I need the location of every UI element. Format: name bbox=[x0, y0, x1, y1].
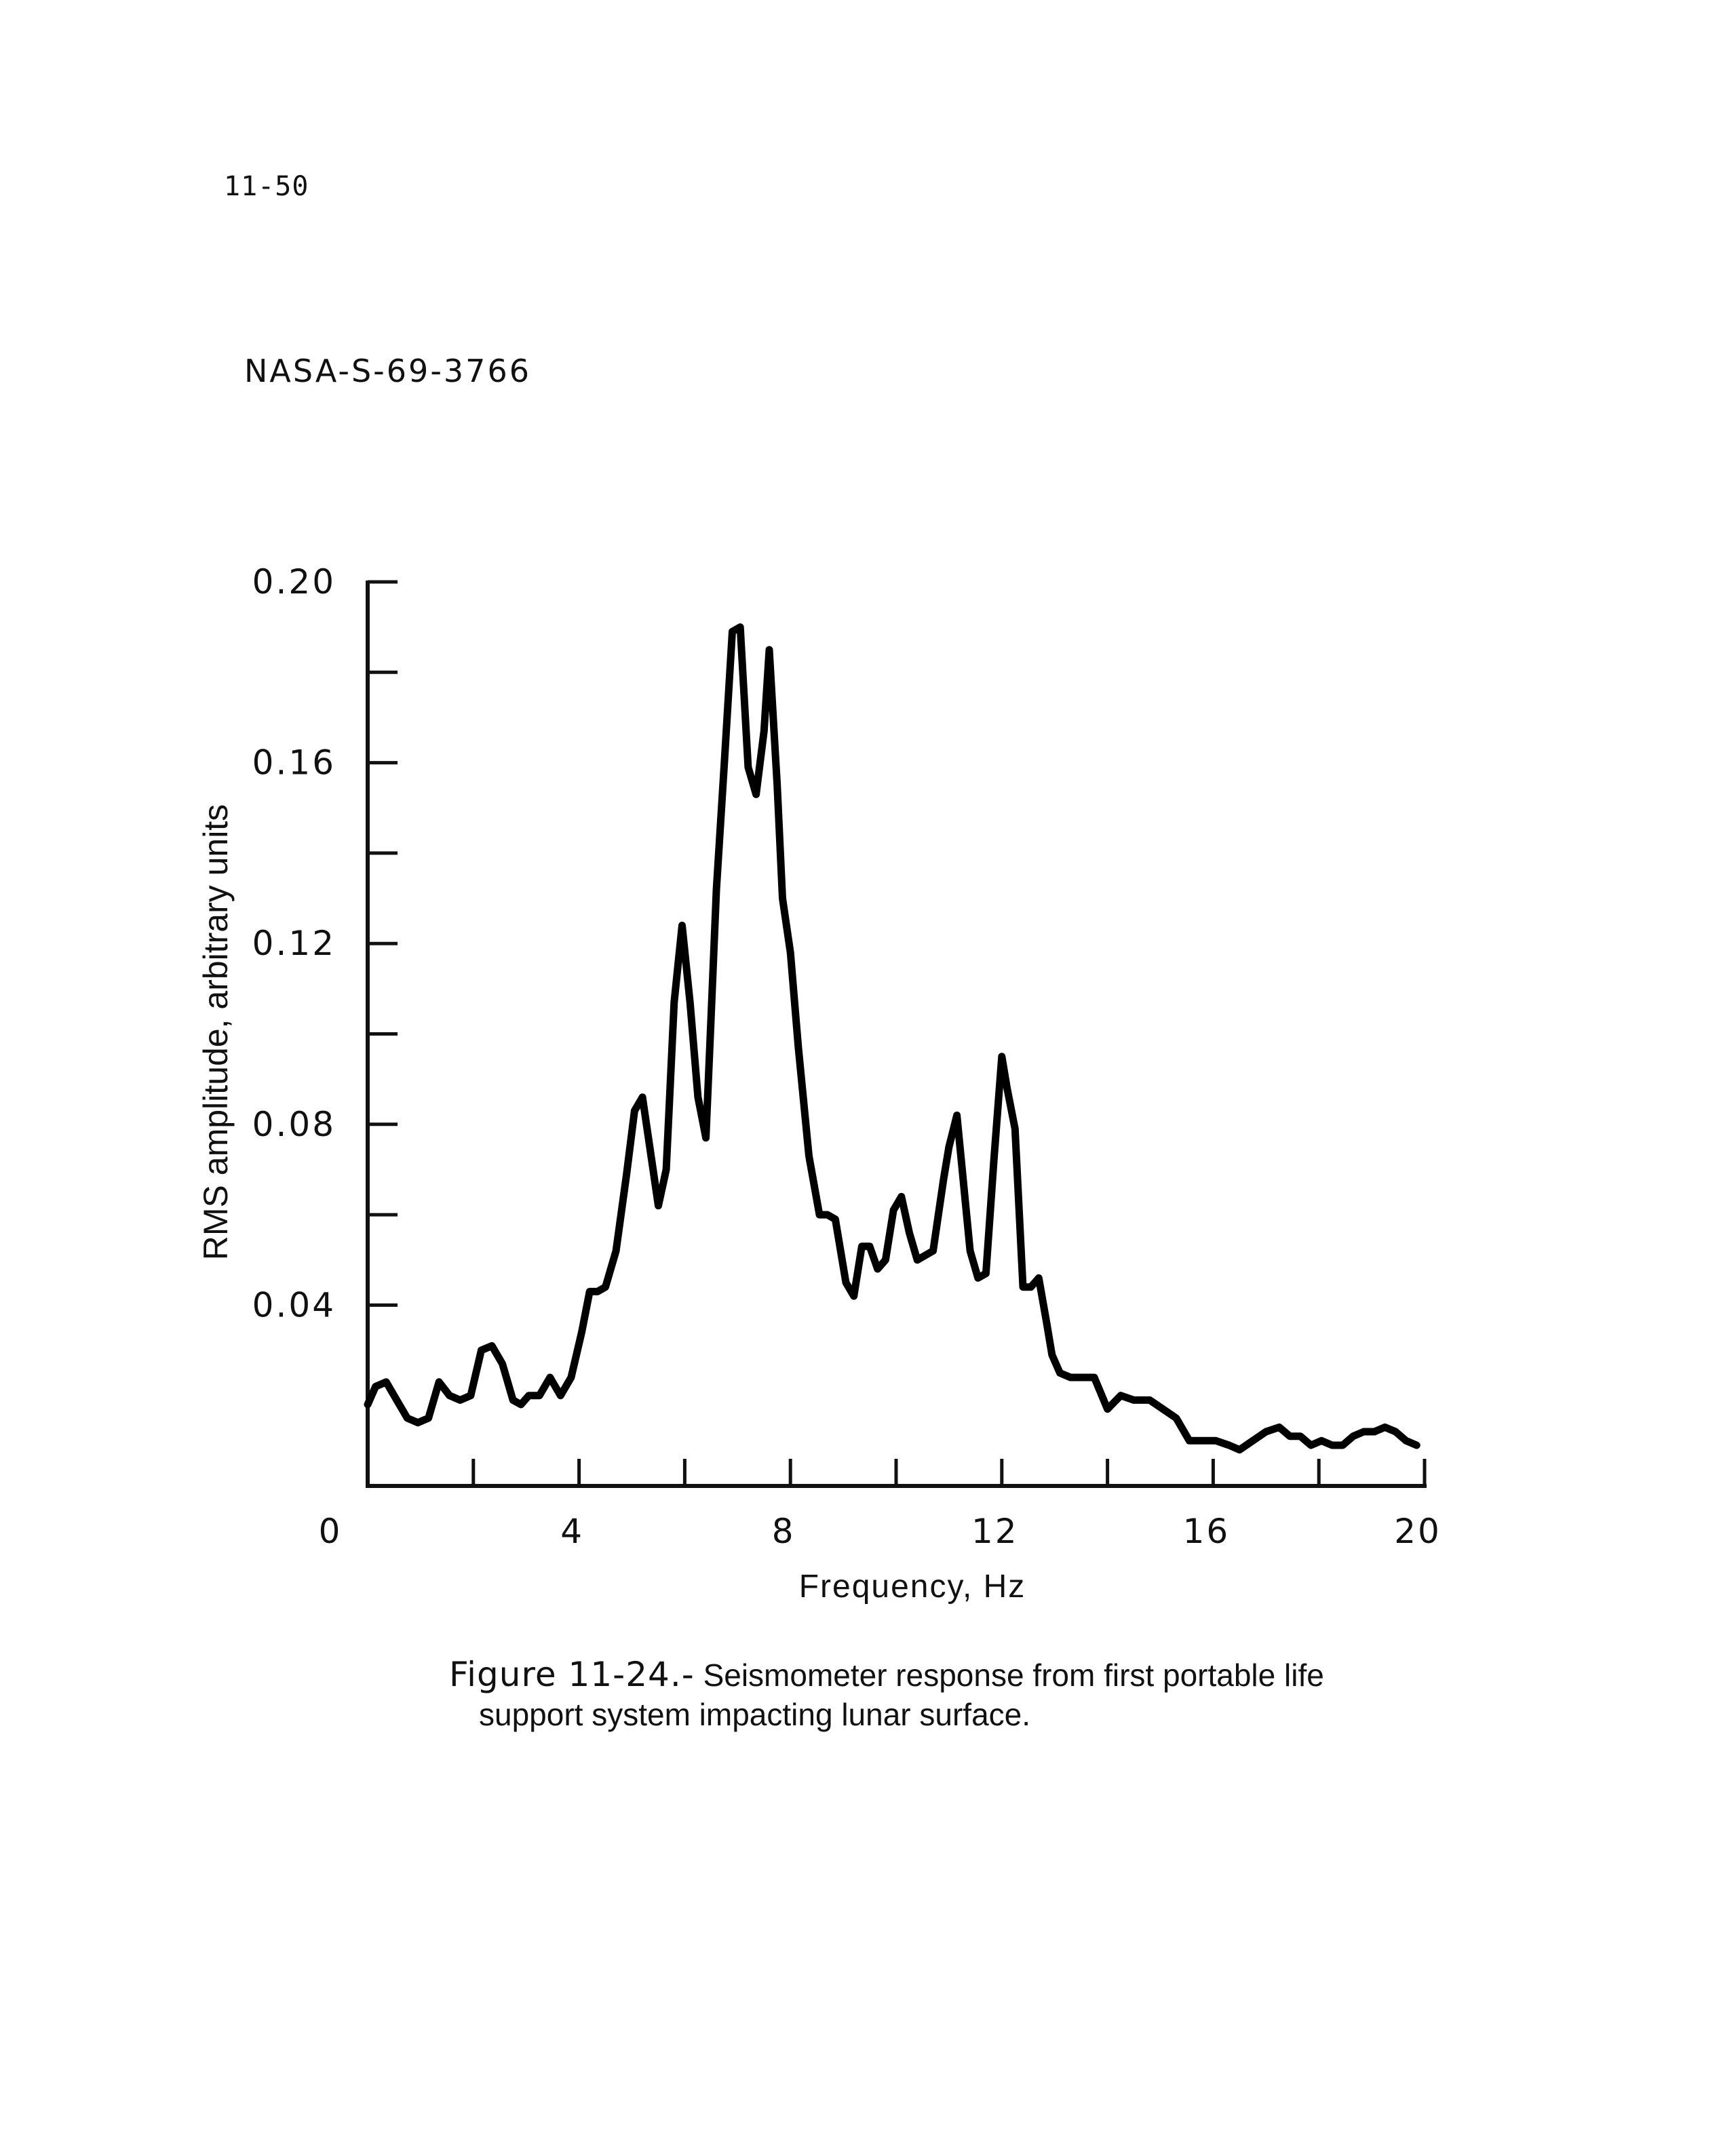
caption-label: Figure 11-24.- bbox=[449, 1655, 695, 1694]
x-tick-label: 8 bbox=[772, 1512, 796, 1551]
x-tick-label: 20 bbox=[1394, 1512, 1442, 1551]
y-tick-label: 0.12 bbox=[252, 924, 336, 963]
rms-amplitude-line bbox=[364, 623, 1420, 1454]
y-axis-ticks: 0.04 0.08 0.12 0.16 0.20 bbox=[252, 562, 398, 1325]
x-tick-label: 4 bbox=[560, 1512, 584, 1551]
y-axis-label: RMS amplitude, arbitrary units bbox=[197, 804, 235, 1260]
x-tick-label: 16 bbox=[1183, 1512, 1231, 1551]
chart-series bbox=[364, 623, 1420, 1454]
x-tick-label: 12 bbox=[971, 1512, 1019, 1551]
chart-axes bbox=[366, 581, 1427, 1488]
caption-line-2: support system impacting lunar surface. bbox=[479, 1697, 1031, 1732]
document-id: NASA-S-69-3766 bbox=[244, 353, 531, 389]
caption-line-1: Seismometer response from first portable… bbox=[703, 1658, 1324, 1693]
page-number: 11-50 bbox=[224, 171, 309, 202]
y-tick-label: 0.16 bbox=[252, 743, 336, 783]
y-tick-label: 0.20 bbox=[252, 562, 336, 602]
x-axis-ticks: 0 4 8 12 16 20 bbox=[319, 1459, 1442, 1551]
x-axis-label: Frequency, Hz bbox=[799, 1569, 1026, 1605]
y-tick-label: 0.08 bbox=[252, 1105, 336, 1144]
figure-caption: Figure 11-24.- Seismometer response from… bbox=[449, 1655, 1467, 1734]
y-tick-label: 0.04 bbox=[252, 1285, 336, 1325]
x-tick-label: 0 bbox=[319, 1512, 343, 1551]
